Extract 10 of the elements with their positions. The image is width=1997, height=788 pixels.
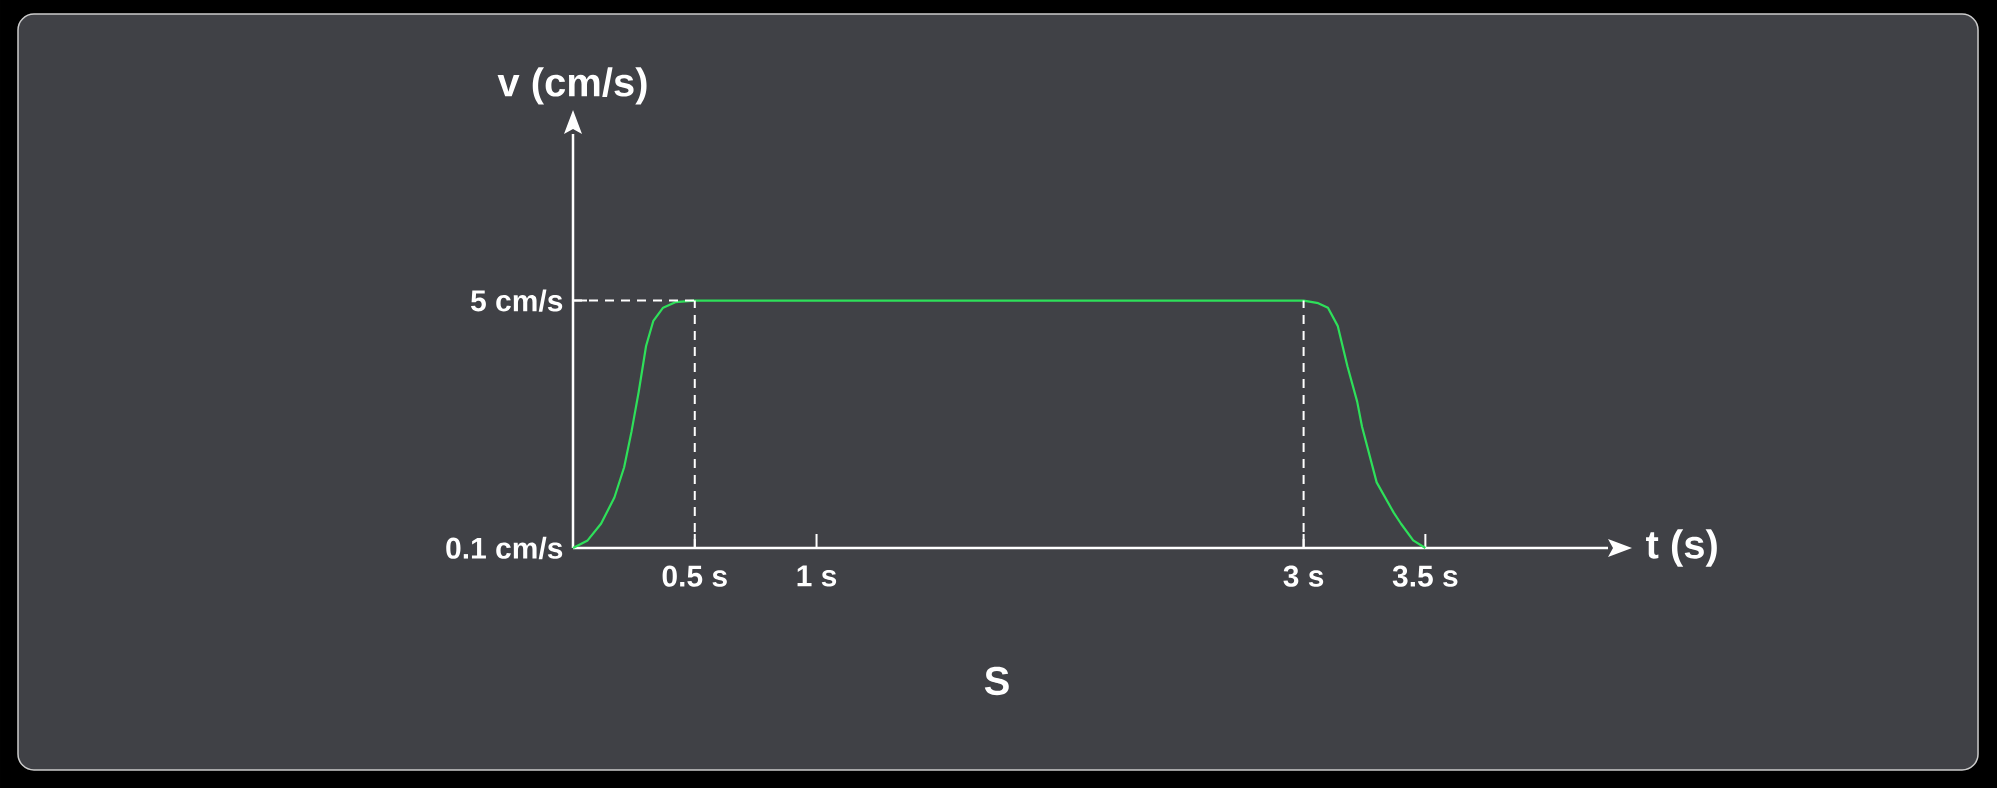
x-tick-label: 0.5 s xyxy=(662,565,727,587)
y-axis-title: v (cm/s) xyxy=(497,67,647,105)
x-tick-label: 3.5 s xyxy=(1392,565,1458,587)
x-tick-label: 3 s xyxy=(1283,565,1324,587)
x-tick-label: 1 s xyxy=(797,565,837,587)
text: S xyxy=(984,666,1009,696)
y-tick-label: 5 cm/s xyxy=(471,289,563,312)
x-axis-title: t (s) xyxy=(1646,529,1717,567)
y-tick-label: 0.1 cm/s xyxy=(446,536,563,560)
line-series xyxy=(571,299,1427,550)
